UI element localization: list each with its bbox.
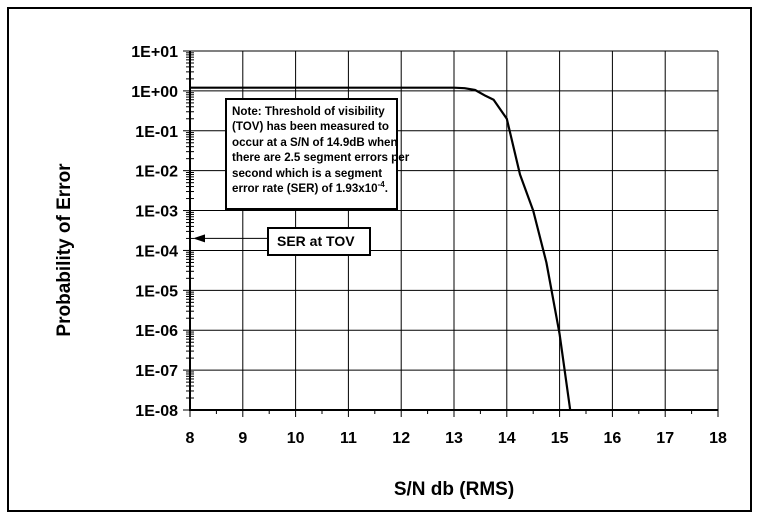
y-tick-label: 1E+00 [131, 84, 178, 101]
note-line-last: error rate (SER) of 1.93x10-4. [232, 181, 391, 196]
ser-at-tov-label: SER at TOV [267, 227, 371, 256]
x-tick-label: 9 [238, 430, 247, 447]
x-tick-label: 12 [392, 430, 410, 447]
note-line: there are 2.5 segment errors per [232, 151, 410, 165]
x-tick-label: 8 [186, 430, 195, 447]
y-tick-label: 1E-01 [135, 124, 178, 141]
x-tick-label: 14 [498, 430, 516, 447]
note-exponent: -4 [377, 180, 385, 190]
x-axis-title: S/N db (RMS) [394, 479, 514, 500]
x-tick-label: 18 [709, 430, 727, 447]
note-line: second which is a segment [232, 166, 383, 180]
note-last-prefix: error rate (SER) of 1.93x10 [232, 182, 378, 196]
x-tick-label: 15 [551, 430, 569, 447]
x-tick-label: 16 [604, 430, 622, 447]
ser-arrowhead [193, 234, 205, 243]
y-tick-label: 1E-04 [135, 243, 178, 260]
note-line: occur at a S/N of 14.9dB when [232, 135, 398, 149]
note-line: Note: Threshold of visibility [232, 105, 385, 118]
note-last-suffix: . [384, 182, 388, 196]
note-annotation: Note: Threshold of visibility (TOV) has … [225, 98, 410, 210]
y-tick-label: 1E-07 [135, 363, 178, 380]
y-tick-label: 1E-05 [135, 283, 178, 300]
y-tick-label: 1E-03 [135, 204, 178, 221]
y-tick-label: 1E-08 [135, 403, 178, 420]
y-tick-label: 1E+01 [131, 44, 178, 61]
y-tick-label: 1E-02 [135, 164, 178, 181]
note-line: (TOV) has been measured to [232, 120, 389, 134]
y-tick-label: 1E-06 [135, 323, 178, 340]
x-tick-label: 13 [445, 430, 463, 447]
x-tick-label: 11 [340, 430, 357, 447]
x-tick-label: 10 [287, 430, 305, 447]
probability-curve [190, 86, 572, 411]
x-tick-label: 17 [656, 430, 674, 447]
y-axis-title: Probability of Error [54, 163, 75, 337]
